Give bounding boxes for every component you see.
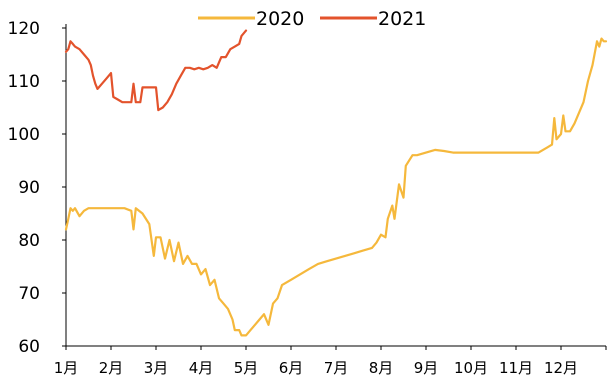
x-axis: 1月 2月 3月 4月 5月 6月 7月 8月 9月 10月 11月 12月 (54, 345, 607, 377)
x-tick-label: 1月 (54, 359, 79, 377)
y-tick-label: 90 (18, 178, 40, 198)
y-tick-label: 60 (18, 337, 40, 357)
x-tick-label: 10月 (454, 359, 488, 377)
y-tick-label: 110 (8, 72, 40, 92)
x-tick-label: 5月 (234, 359, 259, 377)
x-tick-label: 12月 (544, 359, 578, 377)
y-tick-label: 80 (18, 231, 40, 251)
x-tick-label: 8月 (369, 359, 394, 377)
y-tick-label: 120 (8, 19, 40, 39)
series-layer (64, 29, 608, 337)
legend-entry-2021: 2021 (320, 8, 426, 30)
legend-label-2021: 2021 (378, 8, 426, 30)
x-tick-label: 9月 (414, 359, 439, 377)
x-tick-label: 6月 (279, 359, 304, 377)
y-axis: 60 70 80 90 100 110 120 (8, 19, 67, 357)
x-tick-label: 2月 (99, 359, 124, 377)
legend: 2020 2021 (198, 8, 426, 30)
series-line-2020 (64, 37, 608, 337)
legend-label-2020: 2020 (256, 8, 304, 30)
x-tick-label: 7月 (324, 359, 349, 377)
x-tick-label: 3月 (144, 359, 169, 377)
legend-entry-2020: 2020 (198, 8, 304, 30)
series-line-2021 (64, 29, 248, 112)
y-tick-label: 100 (8, 125, 40, 145)
y-tick-label: 70 (18, 284, 40, 304)
x-tick-label: 11月 (499, 359, 533, 377)
x-tick-label: 4月 (189, 359, 214, 377)
